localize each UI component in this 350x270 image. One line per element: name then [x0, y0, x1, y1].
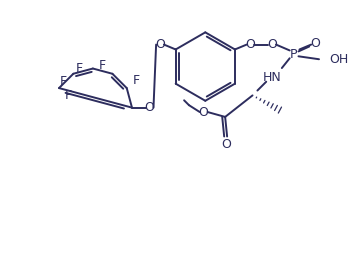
Text: O: O: [145, 101, 154, 114]
Text: F: F: [60, 75, 67, 88]
Text: O: O: [221, 138, 231, 151]
Text: F: F: [76, 62, 83, 75]
Text: F: F: [99, 59, 106, 72]
Text: O: O: [310, 37, 320, 50]
Text: OH: OH: [329, 53, 348, 66]
Text: HN: HN: [263, 71, 281, 84]
Text: O: O: [155, 38, 165, 51]
Text: O: O: [246, 38, 256, 51]
Text: O: O: [199, 106, 209, 119]
Text: F: F: [133, 74, 140, 87]
Text: P: P: [290, 48, 298, 61]
Text: O: O: [267, 38, 277, 51]
Text: F: F: [65, 89, 72, 102]
